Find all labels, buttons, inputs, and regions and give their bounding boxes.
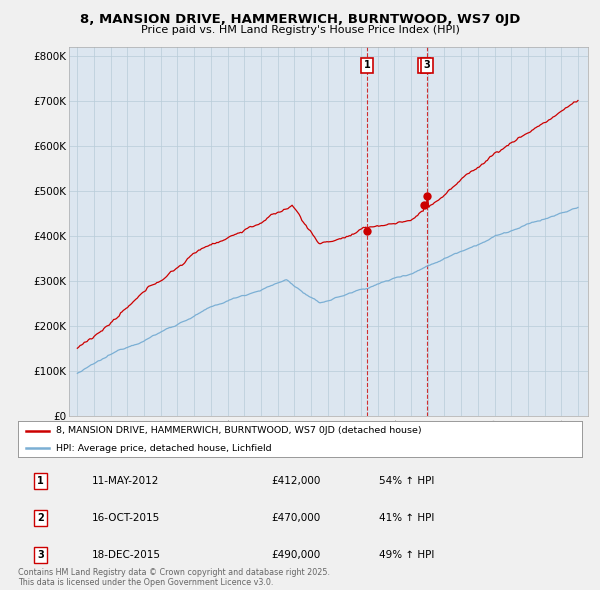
Text: 2: 2 [421, 60, 428, 70]
Text: 3: 3 [424, 60, 431, 70]
Text: 3: 3 [37, 550, 44, 560]
Text: 18-DEC-2015: 18-DEC-2015 [91, 550, 160, 560]
Text: 1: 1 [364, 60, 370, 70]
Text: 8, MANSION DRIVE, HAMMERWICH, BURNTWOOD, WS7 0JD (detached house): 8, MANSION DRIVE, HAMMERWICH, BURNTWOOD,… [56, 427, 422, 435]
Text: 41% ↑ HPI: 41% ↑ HPI [379, 513, 434, 523]
Text: 16-OCT-2015: 16-OCT-2015 [91, 513, 160, 523]
Text: 11-MAY-2012: 11-MAY-2012 [91, 476, 158, 486]
Text: 49% ↑ HPI: 49% ↑ HPI [379, 550, 434, 560]
Text: £412,000: £412,000 [272, 476, 321, 486]
Text: 1: 1 [37, 476, 44, 486]
Text: 54% ↑ HPI: 54% ↑ HPI [379, 476, 434, 486]
Text: Price paid vs. HM Land Registry's House Price Index (HPI): Price paid vs. HM Land Registry's House … [140, 25, 460, 35]
Text: 8, MANSION DRIVE, HAMMERWICH, BURNTWOOD, WS7 0JD: 8, MANSION DRIVE, HAMMERWICH, BURNTWOOD,… [80, 13, 520, 26]
Text: £490,000: £490,000 [272, 550, 321, 560]
Text: 2: 2 [37, 513, 44, 523]
Text: HPI: Average price, detached house, Lichfield: HPI: Average price, detached house, Lich… [56, 444, 272, 453]
Text: £470,000: £470,000 [272, 513, 321, 523]
Text: Contains HM Land Registry data © Crown copyright and database right 2025.
This d: Contains HM Land Registry data © Crown c… [18, 568, 330, 587]
